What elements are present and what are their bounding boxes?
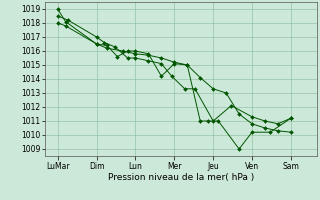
- X-axis label: Pression niveau de la mer( hPa ): Pression niveau de la mer( hPa ): [108, 173, 254, 182]
